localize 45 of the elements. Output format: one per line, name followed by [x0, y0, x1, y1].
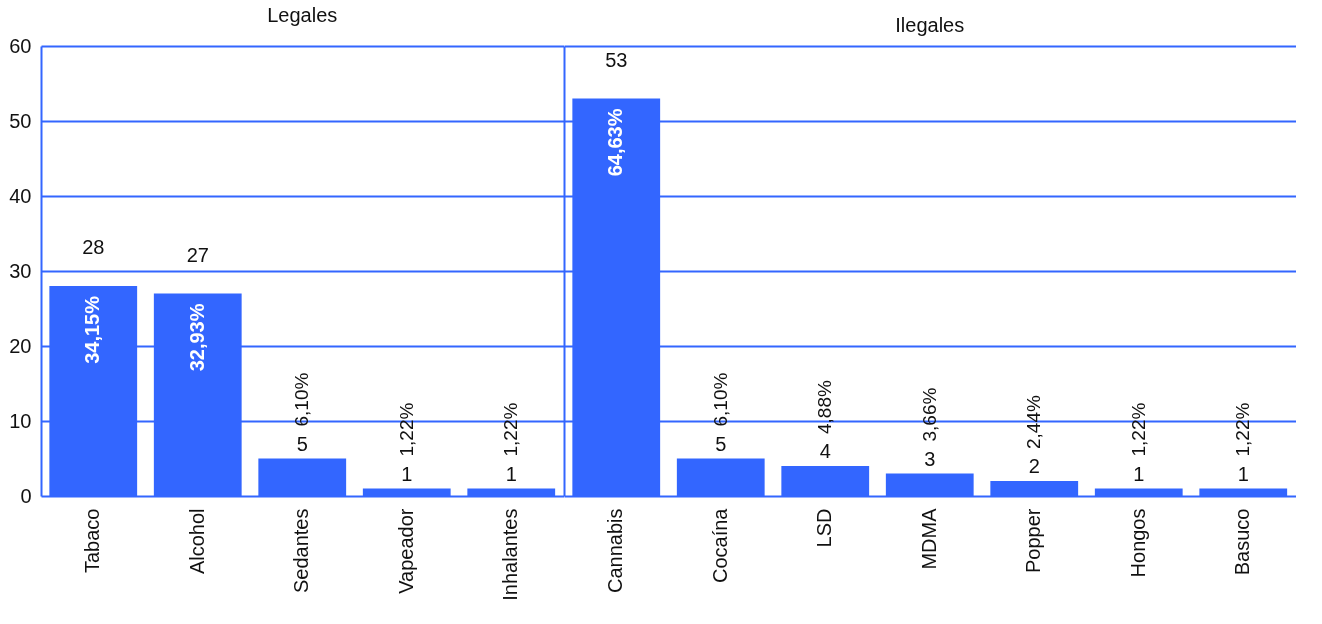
data-label: 3: [924, 447, 936, 470]
x-tick-label: Inhalantes: [499, 508, 522, 601]
annotation: 6,10%: [709, 372, 731, 427]
data-label: 1: [1133, 462, 1145, 485]
annotation: 6,10%: [291, 372, 313, 427]
x-tick-label: Vapeador: [394, 508, 417, 594]
y-tick-label: 10: [9, 409, 32, 432]
annotation: 34,15%: [81, 295, 104, 364]
data-label: 5: [296, 432, 308, 455]
y-tick-label: 50: [9, 109, 32, 132]
x-tick-label: Basuco: [1231, 508, 1254, 576]
data-label: 2: [1028, 455, 1040, 477]
y-tick-label: 40: [9, 184, 32, 207]
data-label: 1: [1237, 462, 1249, 485]
data-label: 4: [819, 440, 831, 462]
x-tick-label: Hongos: [1126, 508, 1149, 578]
annotation: 2,44%: [1023, 395, 1045, 449]
annotation: 1,22%: [395, 402, 417, 457]
data-label: 1: [505, 462, 517, 485]
annotation: 32,93%: [185, 303, 208, 372]
x-tick-label: Tabaco: [81, 508, 104, 573]
data-label: 1: [401, 462, 413, 485]
x-tick-label: Alcohol: [185, 508, 208, 575]
y-tick-label: 60: [9, 34, 32, 57]
x-tick-label: Cocaína: [708, 507, 731, 583]
data-label: 27: [186, 243, 209, 266]
x-tick-label: Cannabis: [604, 508, 627, 594]
x-tick-label: LSD: [813, 508, 836, 548]
annotation: 1,22%: [500, 402, 522, 457]
chart-title: Legales: [267, 4, 338, 26]
x-tick-label: Sedantes: [290, 508, 313, 594]
annotation: 1,22%: [1232, 402, 1254, 457]
annotation: 64,63%: [604, 108, 627, 177]
data-label: 53: [605, 48, 628, 71]
y-tick-label: 30: [9, 259, 32, 282]
annotation: 3,66%: [918, 387, 940, 442]
chart-title: Ilegales: [895, 14, 965, 36]
annotation: 1,22%: [1127, 402, 1149, 457]
annotation: 4,88%: [814, 380, 836, 434]
data-label: 28: [82, 236, 105, 258]
x-tick-label: Popper: [1022, 508, 1045, 573]
y-tick-label: 0: [20, 484, 32, 507]
y-tick-label: 20: [9, 334, 32, 357]
x-tick-label: MDMA: [917, 507, 940, 570]
data-label: 5: [715, 432, 727, 455]
